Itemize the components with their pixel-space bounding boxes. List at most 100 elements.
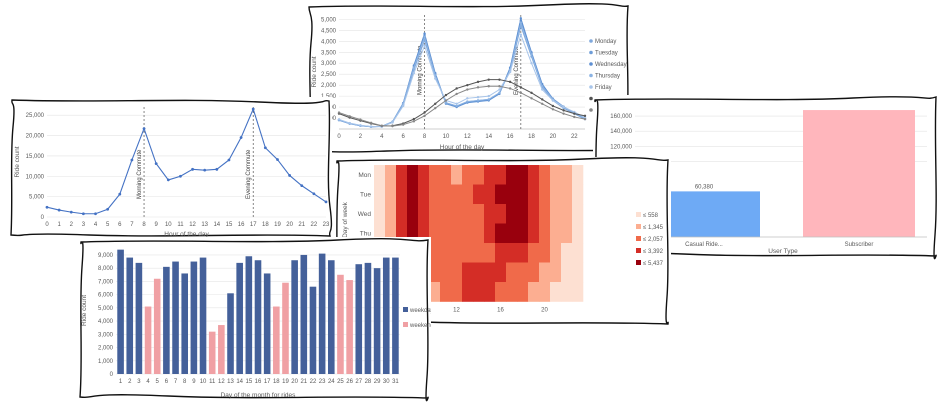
x-tick-label: 14 xyxy=(236,379,243,385)
bar-day-27 xyxy=(355,264,363,374)
heatmap-cell xyxy=(506,223,518,244)
heatmap-cell xyxy=(539,282,551,302)
chart-card-weekday-hourly: 5001,0001,5002,0002,5003,0003,5004,0004,… xyxy=(307,3,631,153)
heatmap-cell xyxy=(528,262,540,283)
x-tick-label: 6 xyxy=(165,379,169,385)
heatmap-cell xyxy=(484,243,496,263)
data-point xyxy=(142,127,146,130)
data-point xyxy=(487,98,490,101)
heatmap-cell xyxy=(440,165,452,185)
heatmap-cell xyxy=(473,204,485,224)
data-point xyxy=(118,192,122,196)
heatmap-cell xyxy=(517,184,529,205)
heatmap-cell xyxy=(462,262,474,283)
legend-marker xyxy=(589,73,593,78)
x-tick-label: 19 xyxy=(282,379,289,385)
heatmap-cell xyxy=(572,184,584,205)
data-point xyxy=(455,92,458,96)
legend-label: ≤ 558 xyxy=(643,213,659,219)
data-point xyxy=(391,124,394,128)
data-point xyxy=(369,121,373,125)
x-tick-label: 15 xyxy=(245,379,252,385)
heatmap-cell xyxy=(506,165,518,185)
heatmap-cell xyxy=(561,243,573,263)
data-point xyxy=(508,80,512,84)
x-axis-title: Hour of the day xyxy=(164,231,209,238)
heatmap-cell xyxy=(517,204,529,224)
y-tick-label: 2,000 xyxy=(98,346,114,352)
x-axis-title: User Type xyxy=(768,248,798,255)
y-tick-label: 15,000 xyxy=(26,154,45,160)
x-tick-label: 0 xyxy=(337,134,341,140)
x-tick-label: 12 xyxy=(453,308,460,314)
heatmap-cell xyxy=(462,184,474,205)
heatmap-cell xyxy=(539,184,551,205)
heatmap-cell xyxy=(517,165,529,185)
data-point xyxy=(530,91,533,95)
data-point xyxy=(94,212,97,216)
data-label: 60,380 xyxy=(695,184,714,190)
data-point xyxy=(444,101,448,104)
data-point xyxy=(519,33,523,36)
data-point xyxy=(519,17,523,20)
data-point xyxy=(583,114,587,118)
series-line-wednesday xyxy=(338,16,586,128)
data-point xyxy=(423,111,426,114)
x-tick-label: 21 xyxy=(298,222,305,228)
data-point xyxy=(45,205,49,209)
heatmap-cell xyxy=(396,165,408,185)
data-point xyxy=(434,102,437,105)
annotation-label: Evening Commute xyxy=(246,149,252,199)
heatmap-cell xyxy=(385,165,397,185)
legend-label: ≤ 3,392 xyxy=(643,249,664,255)
heatmap-cell xyxy=(451,184,463,205)
y-tick-label: 2,500 xyxy=(321,72,337,78)
heatmap-cell xyxy=(418,223,430,244)
bar-day-24 xyxy=(327,260,335,374)
data-point xyxy=(359,124,362,127)
bar-day-30 xyxy=(382,257,390,374)
x-tick-label: 20 xyxy=(291,379,298,385)
data-point xyxy=(508,87,512,90)
data-point xyxy=(487,85,490,88)
y-tick-label: 5,000 xyxy=(29,195,45,201)
x-tick-label: 20 xyxy=(286,222,293,228)
bar-day-2 xyxy=(126,257,134,374)
bar-day-26 xyxy=(346,280,353,374)
heatmap-cell xyxy=(440,223,452,244)
legend-marker xyxy=(589,85,593,89)
series-line xyxy=(46,107,327,215)
y-tick-label: 5,000 xyxy=(98,306,114,312)
heatmap-cell xyxy=(429,282,441,302)
y-tick-label: 0 xyxy=(110,372,114,378)
x-tick-label: 12 xyxy=(218,379,225,385)
heatmap-cell xyxy=(572,204,584,224)
data-point xyxy=(519,91,523,95)
data-point xyxy=(583,117,587,121)
y-tick-label: 20,000 xyxy=(26,134,45,140)
data-point xyxy=(348,115,351,118)
x-tick-label: 0 xyxy=(45,222,49,228)
heatmap-cell xyxy=(517,262,529,283)
x-tick-label: 5 xyxy=(106,222,110,228)
heatmap-cell xyxy=(572,262,584,283)
heatmap-cell xyxy=(440,243,452,263)
bar-day-14 xyxy=(236,262,243,374)
x-tick-label: 8 xyxy=(183,379,187,385)
y-tick-label: 4,000 xyxy=(98,319,114,325)
heatmap-cell xyxy=(550,282,562,302)
legend-label: ≤ 2,057 xyxy=(643,237,664,243)
bar-day-8 xyxy=(181,273,189,374)
heatmap-cell xyxy=(528,204,540,224)
legend-label: weekday xyxy=(409,308,431,314)
data-point xyxy=(412,120,416,123)
heatmap-cell xyxy=(495,184,507,205)
data-point xyxy=(455,102,458,105)
y-tick-label: 4,500 xyxy=(321,28,337,34)
series-line-saturday xyxy=(338,79,586,127)
heatmap-cell xyxy=(528,184,540,205)
heatmap-cell xyxy=(506,243,518,263)
heatmap-cell xyxy=(451,223,463,244)
x-tick-label: 18 xyxy=(262,222,269,228)
